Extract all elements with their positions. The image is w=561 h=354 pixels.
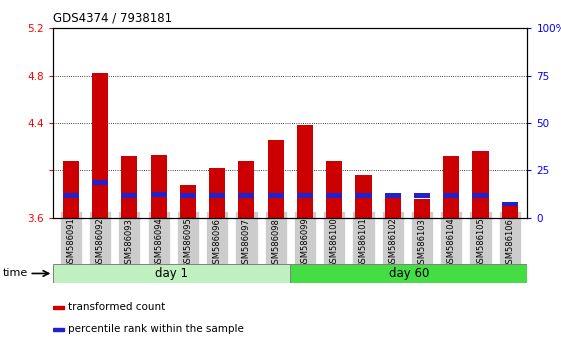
Bar (414, 199, 430, 218)
Bar (209, 168, 225, 218)
Bar (180, 184, 196, 218)
Bar (443, 156, 459, 218)
Bar (268, 139, 284, 218)
Bar (150, 155, 167, 218)
Bar (238, 161, 255, 218)
Bar (472, 152, 489, 218)
Bar (326, 193, 342, 198)
Text: day 1: day 1 (155, 267, 188, 280)
Bar (63, 161, 79, 218)
Bar (53, 328, 64, 331)
Bar (209, 193, 225, 198)
Text: transformed count: transformed count (68, 302, 165, 312)
Text: time: time (3, 268, 28, 279)
Bar (92, 73, 108, 218)
Bar (63, 193, 79, 198)
Bar (326, 161, 342, 218)
Bar (150, 192, 167, 197)
Bar (385, 196, 401, 218)
Bar (502, 204, 518, 218)
Bar (502, 202, 518, 206)
Bar (472, 193, 489, 198)
Bar (53, 264, 290, 283)
Bar (385, 193, 401, 198)
Bar (297, 193, 313, 198)
Bar (53, 306, 64, 309)
Text: day 60: day 60 (389, 267, 429, 280)
Bar (92, 181, 108, 185)
Bar (356, 193, 371, 198)
Bar (180, 193, 196, 198)
Text: percentile rank within the sample: percentile rank within the sample (68, 324, 245, 335)
Bar (290, 264, 527, 283)
Bar (238, 193, 255, 198)
Bar (356, 175, 371, 218)
Bar (297, 125, 313, 218)
Bar (121, 156, 137, 218)
Bar (414, 193, 430, 198)
Bar (268, 193, 284, 198)
Bar (443, 193, 459, 198)
Text: GDS4374 / 7938181: GDS4374 / 7938181 (53, 12, 172, 25)
Bar (121, 193, 137, 198)
